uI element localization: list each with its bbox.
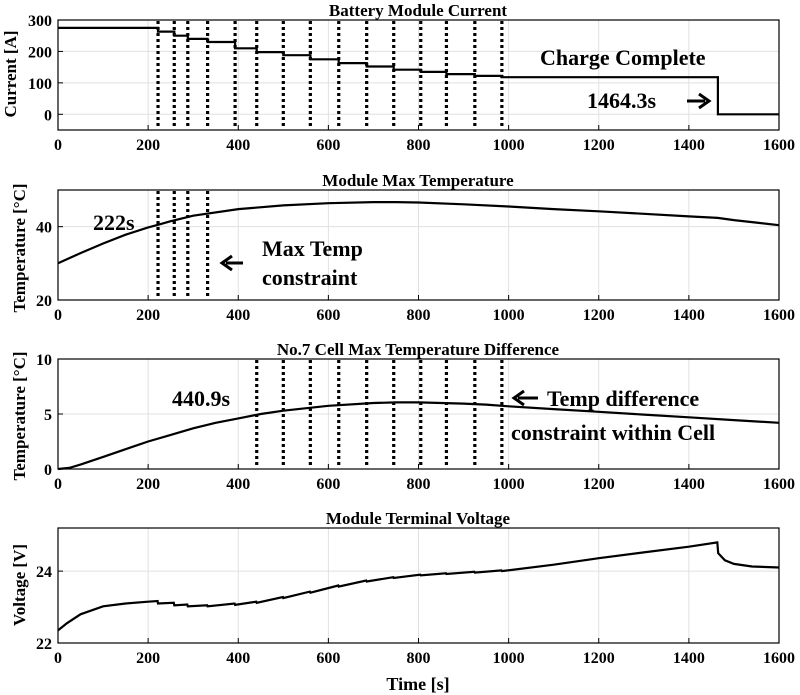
current-x-tick-200: 200 (136, 137, 160, 154)
temperature-difference-title: No.7 Cell Max Temperature Difference (277, 340, 560, 359)
max-temp-label-line2: constraint (262, 265, 358, 290)
current-ylabel: Current [A] (1, 30, 20, 117)
temperature-difference-x-tick-600: 600 (316, 476, 340, 493)
voltage-series-line-0 (57, 541, 780, 632)
current-panel: 0 200 400 600 800 1000 1200 1400 16000100200300 … (1, 1, 795, 154)
current-y-tick-0: 0 (44, 107, 52, 124)
current-y-tick-200: 200 (28, 44, 52, 61)
max-temperature-series-line-0 (57, 201, 780, 265)
max-temperature-x-tick-600: 600 (316, 307, 340, 324)
max-temp-label-line1: Max Temp (262, 236, 363, 261)
current-title: Battery Module Current (329, 1, 507, 20)
current-x-tick-1000: 1000 (493, 137, 525, 154)
temperature-difference-x-tick-400: 400 (226, 476, 250, 493)
temperature-difference-series-line-0 (57, 401, 780, 471)
temperature-difference-x-tick-800: 800 (407, 476, 431, 493)
max-temperature-x-tick-0: 0 (54, 307, 62, 324)
current-x-tick-1600: 1600 (763, 137, 795, 154)
charge-complete-annotation: Charge Complete (540, 45, 706, 70)
max-temp-time-annotation: 222s (93, 210, 135, 235)
voltage-x-tick-1000: 1000 (493, 650, 525, 667)
temperature-difference-x-tick-1400: 1400 (673, 476, 705, 493)
current-y-tick-100: 100 (28, 76, 52, 93)
current-x-tick-0: 0 (54, 137, 62, 154)
voltage-x-tick-800: 800 (407, 650, 431, 667)
voltage-y-tick-22: 22 (36, 636, 52, 653)
voltage-x-tick-1400: 1400 (673, 650, 705, 667)
max-temperature-title: Module Max Temperature (322, 171, 514, 190)
temp-diff-arrow (511, 389, 538, 407)
voltage-x-tick-400: 400 (226, 650, 250, 667)
temp-diff-label-line2: constraint within Cell (511, 420, 715, 445)
voltage-x-tick-1600: 1600 (763, 650, 795, 667)
current-x-tick-400: 400 (226, 137, 250, 154)
voltage-panel: 0 200 400 600 800 1000 1200 1400 1600 22 24 Module… (10, 509, 795, 694)
temperature-difference-panel: 0 200 400 600 800 1000 1200 1400 1600 0 5 10 No.7 C… (10, 340, 795, 493)
voltage-plot-area: 0 200 400 600 800 1000 1200 1400 1600 22 24 (36, 527, 795, 667)
max-temperature-x-tick-1000: 1000 (493, 307, 525, 324)
current-x-tick-1200: 1200 (583, 137, 615, 154)
temperature-difference-x-tick-1600: 1600 (763, 476, 795, 493)
max-temperature-x-tick-1600: 1600 (763, 307, 795, 324)
temperature-difference-x-tick-1000: 1000 (493, 476, 525, 493)
temperature-difference-ylabel: Temperature [°C] (10, 351, 29, 480)
max-temperature-panel: 0 200 400 600 800 1000 1200 1400 1600 20 40 Module… (10, 171, 795, 324)
voltage-x-tick-200: 200 (136, 650, 160, 667)
temperature-difference-x-tick-1200: 1200 (583, 476, 615, 493)
max-temperature-x-tick-1200: 1200 (583, 307, 615, 324)
max-temperature-plot-area: 0 200 400 600 800 1000 1200 1400 1600 20 40 (36, 189, 795, 324)
max-temperature-ylabel: Temperature [°C] (10, 183, 29, 312)
time-xlabel: Time [s] (386, 674, 449, 694)
current-x-tick-1400: 1400 (673, 137, 705, 154)
charge-time-annotation: 1464.3s (587, 88, 657, 113)
current-y-tick-300: 300 (28, 13, 52, 30)
current-x-tick-600: 600 (316, 137, 340, 154)
max-temperature-x-tick-400: 400 (226, 307, 250, 324)
max-temperature-y-tick-40: 40 (36, 220, 52, 237)
temperature-difference-y-tick-5: 5 (44, 407, 52, 424)
voltage-y-tick-24: 24 (36, 564, 52, 581)
max-temperature-x-tick-200: 200 (136, 307, 160, 324)
voltage-x-tick-1200: 1200 (583, 650, 615, 667)
voltage-x-tick-600: 600 (316, 650, 340, 667)
temperature-difference-y-tick-10: 10 (36, 352, 52, 369)
temperature-difference-x-tick-0: 0 (54, 476, 62, 493)
temperature-difference-y-tick-0: 0 (44, 462, 52, 479)
temperature-difference-plot-area: 0 200 400 600 800 1000 1200 1400 1600 0 5 10 (36, 352, 795, 493)
voltage-x-tick-0: 0 (54, 650, 62, 667)
current-plot-area: 0 200 400 600 800 1000 1200 1400 1600 0 100 200 300 (28, 13, 795, 154)
max-temperature-x-tick-800: 800 (407, 307, 431, 324)
current-x-tick-800: 800 (407, 137, 431, 154)
voltage-ylabel: Voltage [V] (10, 544, 29, 626)
charge-time-arrow (687, 92, 712, 110)
temp-diff-label-line1: Temp difference (547, 386, 699, 411)
temperature-difference-x-tick-200: 200 (136, 476, 160, 493)
max-temp-arrow (219, 254, 243, 272)
current-series-line-0 (58, 26, 779, 116)
voltage-title: Module Terminal Voltage (326, 509, 511, 528)
max-temperature-y-tick-20: 20 (36, 293, 52, 310)
temp-diff-time-annotation: 440.9s (172, 386, 231, 411)
max-temperature-x-tick-1400: 1400 (673, 307, 705, 324)
